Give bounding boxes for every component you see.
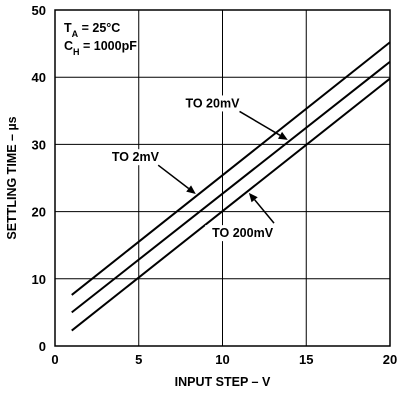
- x-tick-label: 5: [135, 352, 142, 367]
- x-axis-label: INPUT STEP – V: [175, 375, 271, 389]
- arrow-icon: [248, 192, 258, 203]
- x-tick-label: 10: [215, 352, 229, 367]
- series-line: [71, 77, 391, 332]
- y-axis-label: SETTLING TIME – µs: [5, 116, 19, 239]
- annotation-label: TO 20mV: [185, 96, 240, 110]
- arrow-icon: [186, 185, 196, 194]
- annotation-label: TO 200mV: [212, 226, 274, 240]
- y-tick-label: 0: [39, 339, 46, 354]
- series-lines: [71, 41, 391, 332]
- series-line: [71, 41, 391, 296]
- y-tick-label: 30: [32, 137, 46, 152]
- annotation-leader: [157, 164, 190, 190]
- y-tick-label: 10: [32, 272, 46, 287]
- arrow-icon: [277, 131, 288, 140]
- annotations: TO 20mV TO 2mV TO 200mV: [106, 95, 288, 242]
- test-conditions: TA = 25°CCH = 1000pF: [64, 21, 137, 57]
- x-tick-labels: 0 5 10 15 20: [51, 352, 397, 367]
- x-tick-label: 0: [51, 352, 58, 367]
- x-tick-label: 15: [299, 352, 313, 367]
- annotation-background: [179, 95, 246, 112]
- annotation-label: TO 2mV: [112, 150, 160, 164]
- y-tick-label: 50: [32, 3, 46, 18]
- annotation-leader: [254, 199, 275, 224]
- y-tick-label: 20: [32, 205, 46, 220]
- x-tick-label: 20: [383, 352, 397, 367]
- condition-label: TA = 25°C: [64, 21, 120, 39]
- annotation-leader: [239, 110, 281, 136]
- y-tick-label: 40: [32, 70, 46, 85]
- y-tick-labels: 0 10 20 30 40 50: [32, 3, 46, 354]
- annotation-background: [106, 149, 165, 166]
- plot-frame: [54, 9, 391, 347]
- series-line: [71, 60, 391, 314]
- annotation-background: [205, 225, 280, 242]
- condition-label: CH = 1000pF: [64, 39, 137, 57]
- grid: [55, 10, 390, 346]
